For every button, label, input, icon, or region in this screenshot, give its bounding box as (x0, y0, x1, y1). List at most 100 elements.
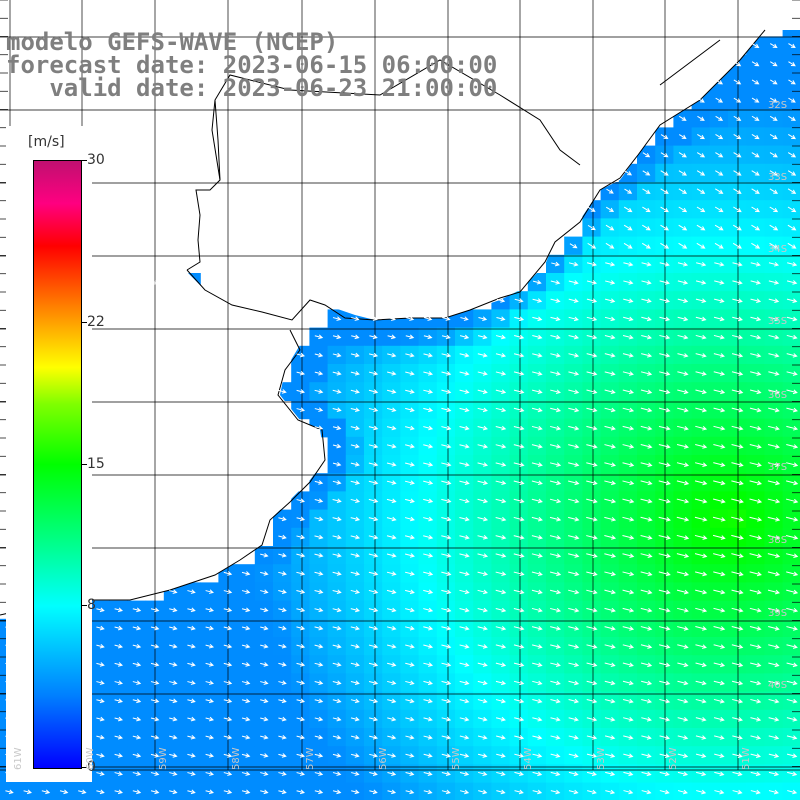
wind-arrow (332, 352, 342, 358)
wind-arrow (531, 571, 543, 577)
wind-arrow (768, 753, 780, 758)
wind-arrow (532, 716, 543, 722)
wind-arrow (695, 298, 707, 303)
wind-arrow (96, 716, 105, 722)
wind-arrow (677, 389, 689, 395)
wind-arrow (677, 626, 689, 631)
wind-arrow (678, 224, 688, 231)
wind-arrow (405, 589, 415, 595)
wind-arrow (659, 371, 671, 376)
wind-arrow (786, 553, 799, 558)
wind-arrow (676, 462, 690, 467)
wind-arrow (132, 662, 142, 667)
wind-arrow (477, 553, 489, 558)
wind-arrow (604, 644, 616, 649)
wind-arrow (405, 334, 415, 340)
wind-arrow (477, 753, 488, 758)
wind-arrow (749, 607, 762, 613)
wind-arrow (441, 662, 452, 667)
wind-arrow (786, 298, 798, 303)
wind-arrow (369, 352, 379, 358)
wind-arrow (314, 716, 324, 722)
wind-arrow (786, 425, 799, 431)
wind-arrow (423, 644, 434, 649)
coastline-north (186, 29, 766, 321)
wind-arrow (350, 425, 360, 431)
wind-arrow (751, 242, 761, 249)
wind-arrow (386, 443, 397, 449)
wind-arrow (550, 662, 561, 667)
wind-arrow (750, 771, 761, 777)
wind-arrow (459, 644, 470, 649)
wind-arrow (660, 242, 670, 249)
wind-arrow (350, 644, 360, 649)
wind-arrow (733, 79, 742, 85)
latitude-label: 38S (768, 535, 788, 546)
wind-arrow (604, 298, 616, 303)
wind-arrow (658, 553, 671, 558)
wind-arrow (405, 389, 415, 394)
wind-arrow (260, 771, 269, 776)
wind-arrow (768, 771, 780, 777)
wind-arrow (495, 444, 507, 449)
wind-arrow (696, 152, 706, 158)
wind-arrow (568, 444, 580, 449)
wind-arrow (659, 353, 671, 358)
wind-arrow (788, 43, 796, 49)
wind-arrow (495, 680, 507, 686)
wind-arrow (695, 698, 707, 704)
wind-arrow (513, 480, 525, 486)
wind-arrow (751, 152, 760, 158)
wind-arrow (731, 425, 744, 431)
wind-arrow (586, 261, 597, 267)
wind-arrow (713, 644, 726, 649)
wind-arrow (368, 407, 379, 413)
wind-arrow (695, 444, 708, 449)
wind-arrow (314, 753, 324, 758)
wind-arrow (114, 753, 123, 758)
wind-arrow (586, 607, 598, 613)
wind-arrow (622, 680, 634, 686)
wind-arrow (587, 789, 597, 795)
wind-arrow (314, 352, 324, 358)
wind-arrow (423, 534, 434, 540)
wind-arrow (568, 498, 580, 504)
wind-arrow (623, 789, 634, 795)
wind-arrow (605, 242, 615, 249)
wind-arrow (404, 553, 415, 558)
wind-arrow (205, 680, 214, 685)
wind-arrow (513, 371, 525, 376)
wind-arrow (423, 571, 434, 576)
wind-arrow (677, 298, 689, 303)
wind-arrow (150, 680, 160, 685)
wind-arrow (694, 553, 708, 559)
wind-arrow (768, 280, 780, 285)
wind-arrow (296, 498, 305, 503)
wind-arrow (495, 334, 506, 340)
wind-arrow (715, 133, 724, 140)
wind-arrow (715, 97, 724, 103)
wind-arrow (733, 206, 742, 213)
wind-arrow (568, 298, 579, 303)
wind-arrow (531, 644, 543, 649)
wind-arrow (332, 371, 342, 376)
wind-arrow (550, 607, 562, 613)
wind-arrow (187, 607, 196, 613)
wind-arrow (132, 753, 142, 758)
wind-arrow (459, 625, 470, 631)
wind-arrow (568, 280, 579, 285)
latitude-label: 32S (768, 100, 788, 111)
wind-arrow (551, 261, 560, 267)
wind-arrow (150, 625, 160, 631)
wind-arrow (697, 97, 705, 103)
wind-arrow (695, 280, 707, 285)
wind-arrow (350, 516, 361, 522)
wind-arrow (223, 698, 233, 704)
wind-arrow (241, 643, 251, 649)
wind-arrow (459, 553, 470, 558)
wind-arrow (296, 716, 305, 722)
wind-arrow (677, 407, 689, 413)
wind-arrow (695, 626, 708, 631)
wind-arrow (623, 224, 633, 231)
